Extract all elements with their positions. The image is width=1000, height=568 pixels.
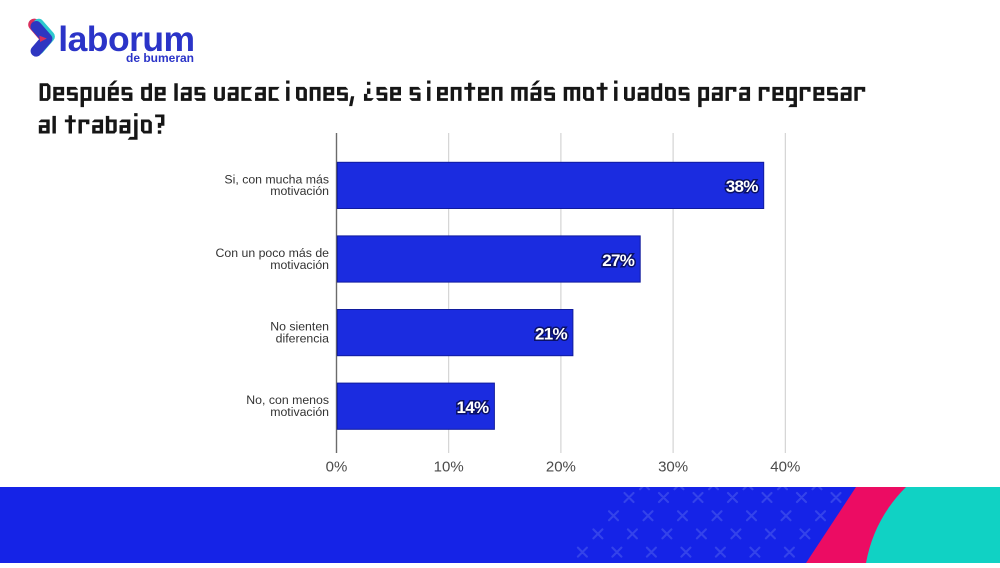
svg-text:Si, con mucha más: Si, con mucha más: [224, 172, 329, 186]
svg-text:motivación: motivación: [270, 405, 329, 419]
svg-text:No, con menos: No, con menos: [246, 393, 329, 407]
svg-text:motivación: motivación: [270, 184, 329, 198]
svg-text:Con un poco más de: Con un poco más de: [216, 246, 330, 260]
svg-text:40%: 40%: [770, 459, 800, 476]
svg-text:27%: 27%: [602, 251, 635, 270]
svg-text:38%: 38%: [726, 177, 759, 196]
svg-text:laborum: laborum: [58, 19, 194, 59]
svg-text:motivación: motivación: [270, 258, 329, 272]
svg-text:30%: 30%: [658, 459, 688, 476]
svg-text:0%: 0%: [326, 459, 348, 476]
svg-text:21%: 21%: [535, 324, 568, 343]
svg-text:de bumeran: de bumeran: [126, 51, 194, 65]
svg-text:14%: 14%: [456, 398, 489, 417]
svg-text:20%: 20%: [546, 459, 576, 476]
svg-text:diferencia: diferencia: [276, 331, 329, 345]
svg-text:10%: 10%: [434, 459, 464, 476]
svg-text:No sienten: No sienten: [270, 320, 329, 334]
